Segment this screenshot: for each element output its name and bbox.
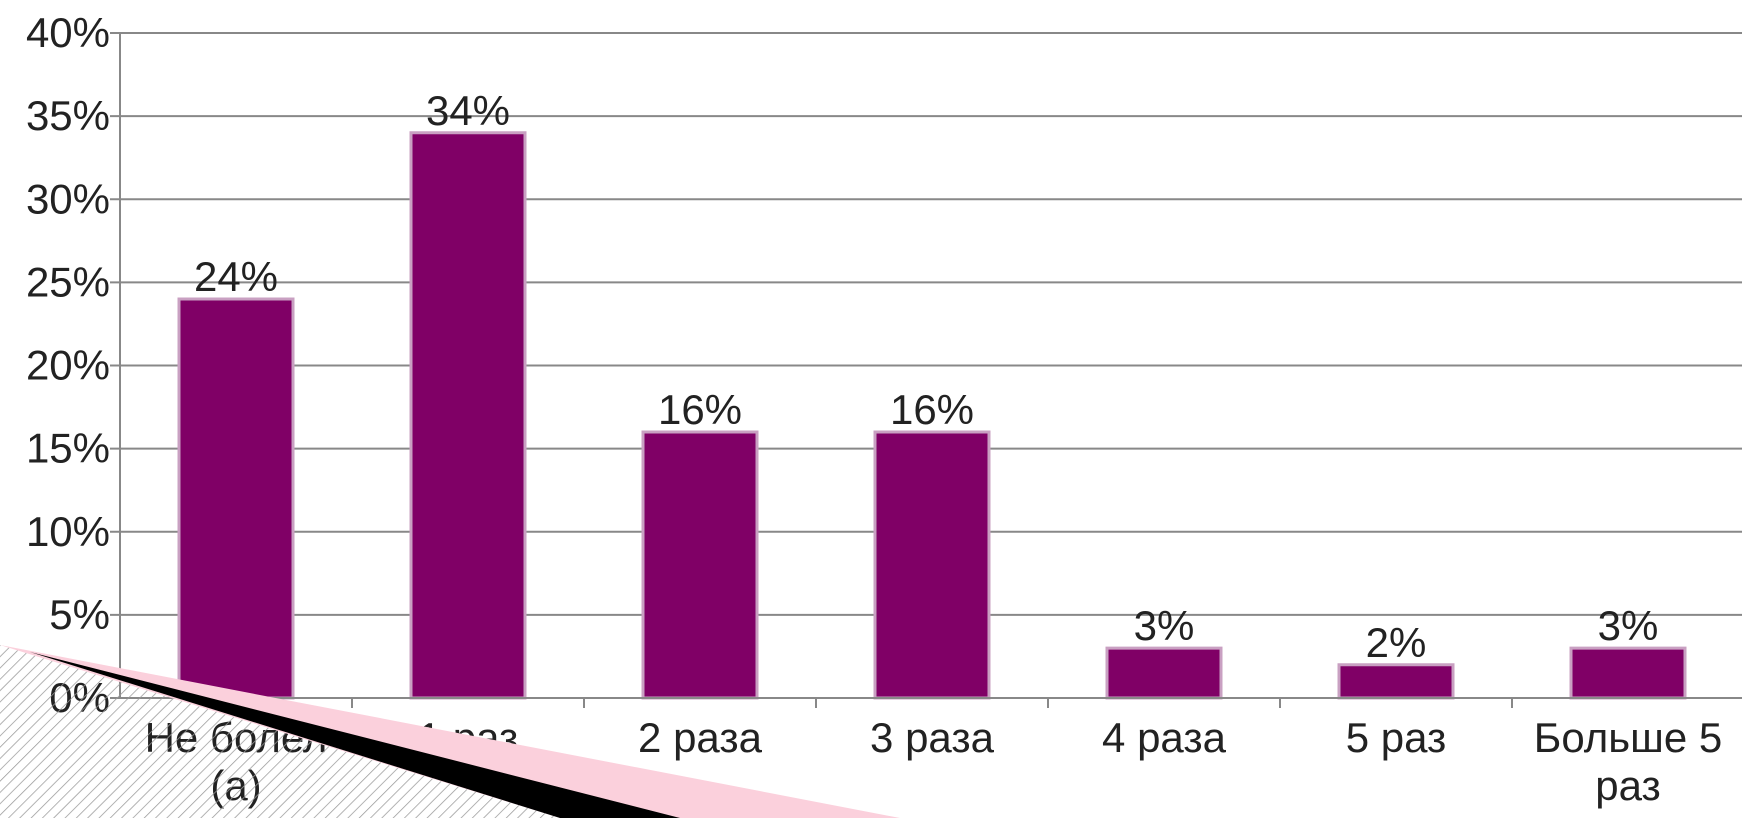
bar [411,133,525,698]
bar [1107,648,1221,698]
y-tick-label: 10% [26,508,110,555]
y-tick-label: 35% [26,92,110,139]
y-tick-label: 40% [26,9,110,56]
x-tick-label: Больше 5 раз [1512,714,1742,810]
y-tick-label: 15% [26,425,110,472]
y-tick-label: 0% [49,674,110,721]
bar [1571,648,1685,698]
y-tick-label: 20% [26,342,110,389]
x-tick-label: 1 раз [352,714,584,762]
bar [875,432,989,698]
chart-area: 0% 5% 10% 15% 20% 25% 30% 35% 40% 24% 34% 16% 16% 3% 2… [0,0,1742,818]
bar [643,432,757,698]
bar [179,299,293,698]
value-label: 24% [194,253,278,300]
y-tick-label: 5% [49,591,110,638]
chart: 0% 5% 10% 15% 20% 25% 30% 35% 40% 24% 34% 16% 16% 3% 2… [0,0,1742,818]
x-tick-label: 4 раза [1048,714,1280,762]
y-tick-label: 25% [26,258,110,305]
y-tick-label: 30% [26,175,110,222]
value-label: 2% [1366,619,1427,666]
x-tick-label: Не болел (а) [120,714,352,810]
value-label: 16% [658,386,742,433]
x-tick-label: 5 раз [1280,714,1512,762]
value-label: 3% [1134,602,1195,649]
x-tick-label: 2 раза [584,714,816,762]
value-label: 3% [1598,602,1659,649]
value-label: 34% [426,87,510,134]
bar [1339,665,1453,698]
value-label: 16% [890,386,974,433]
x-tick-label: 3 раза [816,714,1048,762]
